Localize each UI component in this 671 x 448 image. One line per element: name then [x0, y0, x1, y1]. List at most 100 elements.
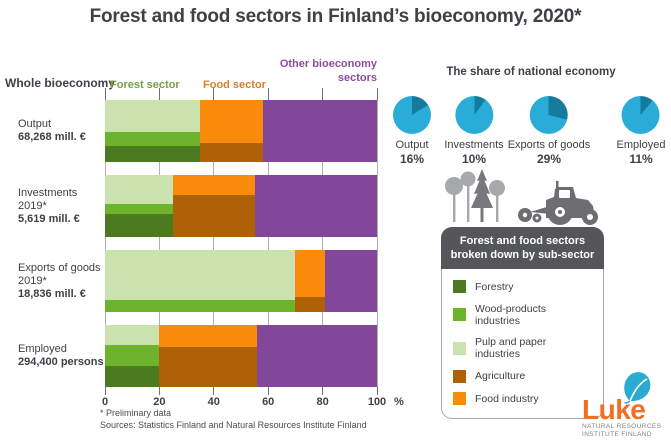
- luke-wordmark: Luke: [582, 394, 646, 425]
- segment-forestry: [105, 365, 160, 387]
- row-label-value: 294,400 persons: [18, 356, 104, 368]
- axis-label-0: 0: [101, 396, 109, 408]
- food_industry-swatch: [453, 392, 466, 405]
- segment-other: [262, 100, 377, 162]
- bar-sector-food: [159, 325, 258, 387]
- legend-item-label: Wood-products industries: [475, 302, 547, 327]
- pie-percentage: 10%: [461, 152, 487, 166]
- gridline-100: [376, 100, 378, 387]
- tick-bottom-40: [213, 387, 215, 395]
- gridline-60: [267, 100, 269, 387]
- row-label-year: 2019*: [18, 274, 47, 287]
- pie-chart: [393, 96, 431, 134]
- pie-label: Employed: [616, 139, 666, 151]
- forest-sector-header: Forest sector: [110, 79, 180, 91]
- food-sector-header: Food sector: [203, 79, 266, 91]
- bar-sector-forest: [105, 325, 160, 387]
- row-label-employed: Employed 294,400 persons: [18, 325, 110, 387]
- row-label-value: 18,836 mill. €: [18, 287, 86, 300]
- axis-label-20: 20: [153, 396, 166, 408]
- segment-food_industry: [173, 175, 255, 195]
- pie-section-title: The share of national economy: [446, 66, 616, 78]
- bar-sector-forest: [105, 250, 296, 312]
- legend-item-wood_products: Wood-products industries: [453, 303, 592, 327]
- bar-sector-food: [295, 250, 326, 312]
- pie-chart: [530, 96, 568, 134]
- tractor-icon: [518, 181, 598, 225]
- conifer-tree-icon: [471, 169, 493, 222]
- segment-pulp_paper: [105, 250, 296, 301]
- whole-bioeconomy-label: Whole bioeconomy: [5, 76, 116, 90]
- row-label-name: Output: [18, 118, 52, 130]
- segment-pulp_paper: [105, 100, 201, 133]
- axis-label-80: 80: [316, 396, 329, 408]
- pie-group-employed: Employed 11%: [616, 96, 666, 166]
- segment-agriculture: [173, 194, 255, 237]
- pie-group-exports-of-goods: Exports of goods 29%: [508, 96, 590, 166]
- segment-wood_products: [105, 300, 296, 312]
- bar-row-labels: Output 68,268 mill. € Investments 2019* 5,61…: [18, 88, 110, 395]
- footnote-sources: Sources: Statistics Finland and Natural …: [100, 420, 367, 430]
- pie-label: Output: [395, 139, 429, 151]
- bar-sector-forest: [105, 100, 201, 162]
- segment-other: [257, 325, 377, 387]
- luke-logo: Luke NATURAL RESOURCES INSTITUTE FINLAND: [582, 371, 666, 439]
- bar-sector-other: [325, 250, 377, 312]
- tick-top-100: [376, 88, 378, 100]
- row-label-investments: Investments 2019* 5,619 mill. €: [18, 175, 110, 237]
- legend-item-food_industry: Food industry: [453, 392, 592, 405]
- segment-other: [325, 250, 377, 312]
- axis-unit: %: [394, 396, 404, 408]
- bar-sector-food: [200, 100, 263, 162]
- segment-other: [254, 175, 377, 237]
- bar-sector-other: [262, 100, 377, 162]
- legend-header: Forest and food sectors broken down by s…: [441, 227, 604, 269]
- legend-items: Forestry Wood-products industries Pulp and…: [441, 269, 604, 419]
- tick-top-80: [322, 88, 324, 100]
- trees-and-tractor-illustration: [445, 169, 598, 225]
- legend-item-agriculture: Agriculture: [453, 369, 592, 383]
- row-label-year: 2019*: [18, 199, 47, 212]
- pie-group-output: Output 16%: [393, 96, 431, 166]
- axis-label-60: 60: [262, 396, 275, 408]
- row-label-value: 5,619 mill. €: [18, 212, 80, 225]
- row-label-name: Investments: [18, 186, 78, 199]
- segment-food_industry: [295, 250, 326, 297]
- segment-food_industry: [200, 100, 263, 144]
- pie-percentage: 11%: [629, 152, 653, 166]
- pulp_paper-swatch: [453, 341, 466, 355]
- tick-bottom-100: [376, 387, 378, 395]
- segment-agriculture: [200, 143, 263, 162]
- tick-top-20: [158, 88, 160, 100]
- legend-item-label: Forestry: [475, 280, 514, 293]
- segment-wood_products: [105, 204, 173, 215]
- forestry-swatch: [453, 280, 466, 293]
- tick-top-40: [213, 88, 215, 100]
- legend-box: Forest and food sectors broken down by s…: [441, 227, 604, 419]
- tick-top-60: [267, 88, 269, 100]
- bar-sector-forest: [105, 175, 173, 237]
- pie-percentage: 29%: [536, 152, 562, 166]
- legend-item-pulp_paper: Pulp and paper industries: [453, 336, 592, 360]
- segment-agriculture: [159, 346, 258, 387]
- footnote-preliminary: * Preliminary data: [100, 408, 172, 418]
- gridline-0: [104, 100, 106, 387]
- legend-item-label: Agriculture: [475, 370, 526, 382]
- axis-label-100: 100: [367, 396, 387, 408]
- tick-bottom-60: [267, 387, 269, 395]
- pie-chart: [455, 96, 493, 134]
- segment-forestry: [105, 145, 201, 162]
- page-title: Forest and food sectors in Finland’s bio…: [89, 6, 582, 27]
- x-axis: 0 20 40 60 80 100%: [101, 396, 404, 410]
- gridline-20: [158, 100, 160, 387]
- pie-group-investments: Investments 10%: [444, 96, 504, 166]
- pie-label: Investments: [444, 139, 504, 151]
- gridline-40: [213, 100, 215, 387]
- wood_products-swatch: [453, 308, 466, 321]
- bar-sector-other: [254, 175, 377, 237]
- row-label-name: Employed: [18, 343, 67, 355]
- stacked-bar-chart: [104, 88, 378, 395]
- segment-wood_products: [105, 132, 201, 146]
- bar-sector-other: [257, 325, 377, 387]
- bar-row-investments: [105, 175, 377, 237]
